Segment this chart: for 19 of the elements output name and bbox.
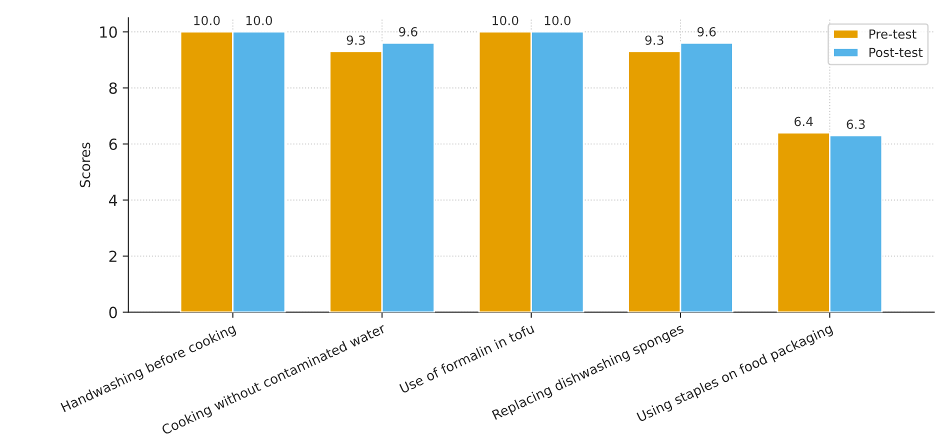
data-label: 9.3: [645, 35, 664, 45]
legend-label: Pre-test: [870, 29, 916, 39]
y-tick-label: 0: [109, 306, 117, 318]
legend-label: Post-test: [870, 48, 923, 58]
data-label: 10.0: [492, 16, 518, 26]
data-label: 9.3: [346, 35, 365, 45]
data-label: 6.4: [794, 116, 813, 126]
data-label: 9.6: [399, 27, 418, 36]
y-axis-title: Scores: [80, 142, 90, 188]
y-tick-label: 10: [100, 26, 117, 38]
y-tick-label: 2: [109, 250, 116, 262]
data-label: 10.0: [246, 16, 272, 26]
y-tick-label: 8: [109, 82, 117, 94]
y-tick-label: 4: [108, 194, 118, 206]
data-label: 9.6: [697, 27, 716, 36]
data-label: 6.3: [846, 120, 865, 129]
data-label: 10.0: [194, 16, 220, 26]
data-label: 10.0: [544, 16, 570, 26]
y-tick-label: 6: [109, 138, 117, 150]
